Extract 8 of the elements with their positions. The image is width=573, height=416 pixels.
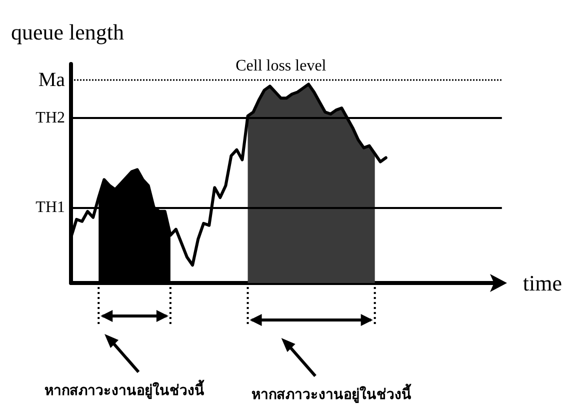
y-axis-title: queue length [11, 20, 124, 44]
text: Cell loss level [236, 58, 327, 75]
ref-line-label: Ma [38, 69, 66, 92]
ref-line-label: TH2 [36, 109, 65, 126]
ref-line-label: TH1 [36, 198, 65, 216]
text: หากสภาวะงานอยู่ในช่วงนี้ [251, 383, 412, 403]
text: หากสภาวะงานอยู่ในช่วงนี้ [44, 379, 205, 399]
x-axis-title: time [522, 270, 562, 296]
